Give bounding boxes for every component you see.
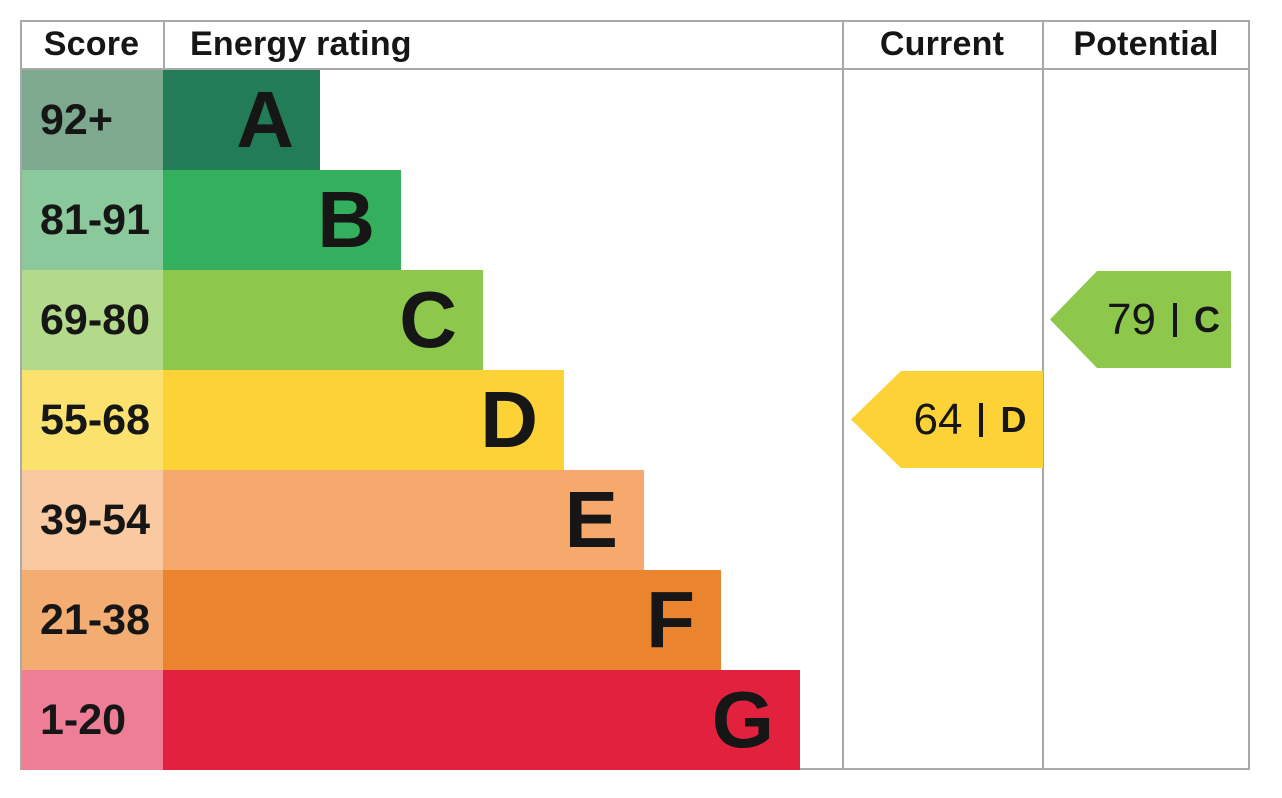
header-divider	[20, 68, 1250, 70]
energy-rating-header: Energy rating	[190, 24, 412, 63]
separator-bar	[979, 402, 984, 437]
band-bar: G	[163, 670, 800, 770]
score-column-divider	[163, 20, 165, 70]
band-row-g: 1-20 G	[20, 670, 1250, 770]
potential-rating-letter: C	[1193, 298, 1220, 340]
band-bar: A	[163, 70, 320, 170]
band-bar: B	[163, 170, 401, 270]
band-bar: F	[163, 570, 721, 670]
band-bar: D	[163, 370, 564, 470]
score-range: 69-80	[22, 270, 163, 370]
score-range: 1-20	[22, 670, 163, 770]
potential-header: Potential	[1073, 24, 1219, 63]
band-row-d: 55-68 D	[20, 370, 1250, 470]
potential-rating-value: 79	[1107, 294, 1156, 344]
score-range: 55-68	[22, 370, 163, 470]
current-rating-letter: D	[1000, 398, 1027, 440]
band-row-e: 39-54 E	[20, 470, 1250, 570]
epc-rating-chart: Score Energy rating Current Potential 92…	[20, 20, 1250, 770]
band-row-b: 81-91 B	[20, 170, 1250, 270]
score-header: Score	[43, 24, 140, 63]
potential-column-divider	[1042, 20, 1044, 770]
band-bar: C	[163, 270, 483, 370]
separator-bar	[1172, 302, 1177, 337]
table-border-top	[20, 20, 1250, 22]
score-range: 81-91	[22, 170, 163, 270]
current-column-divider	[842, 20, 844, 770]
band-bar: E	[163, 470, 644, 570]
band-row-f: 21-38 F	[20, 570, 1250, 670]
current-rating-value: 64	[913, 394, 963, 444]
table-border-left	[20, 20, 22, 770]
current-header: Current	[879, 24, 1005, 63]
band-row-c: 69-80 C	[20, 270, 1250, 370]
score-range: 92+	[22, 70, 163, 170]
score-range: 21-38	[22, 570, 163, 670]
band-rows: 92+ A 81-91 B 69-80 C 55-68 D 39-54 E 21…	[20, 70, 1250, 770]
score-range: 39-54	[22, 470, 163, 570]
table-border-right	[1248, 20, 1250, 770]
band-row-a: 92+ A	[20, 70, 1250, 170]
